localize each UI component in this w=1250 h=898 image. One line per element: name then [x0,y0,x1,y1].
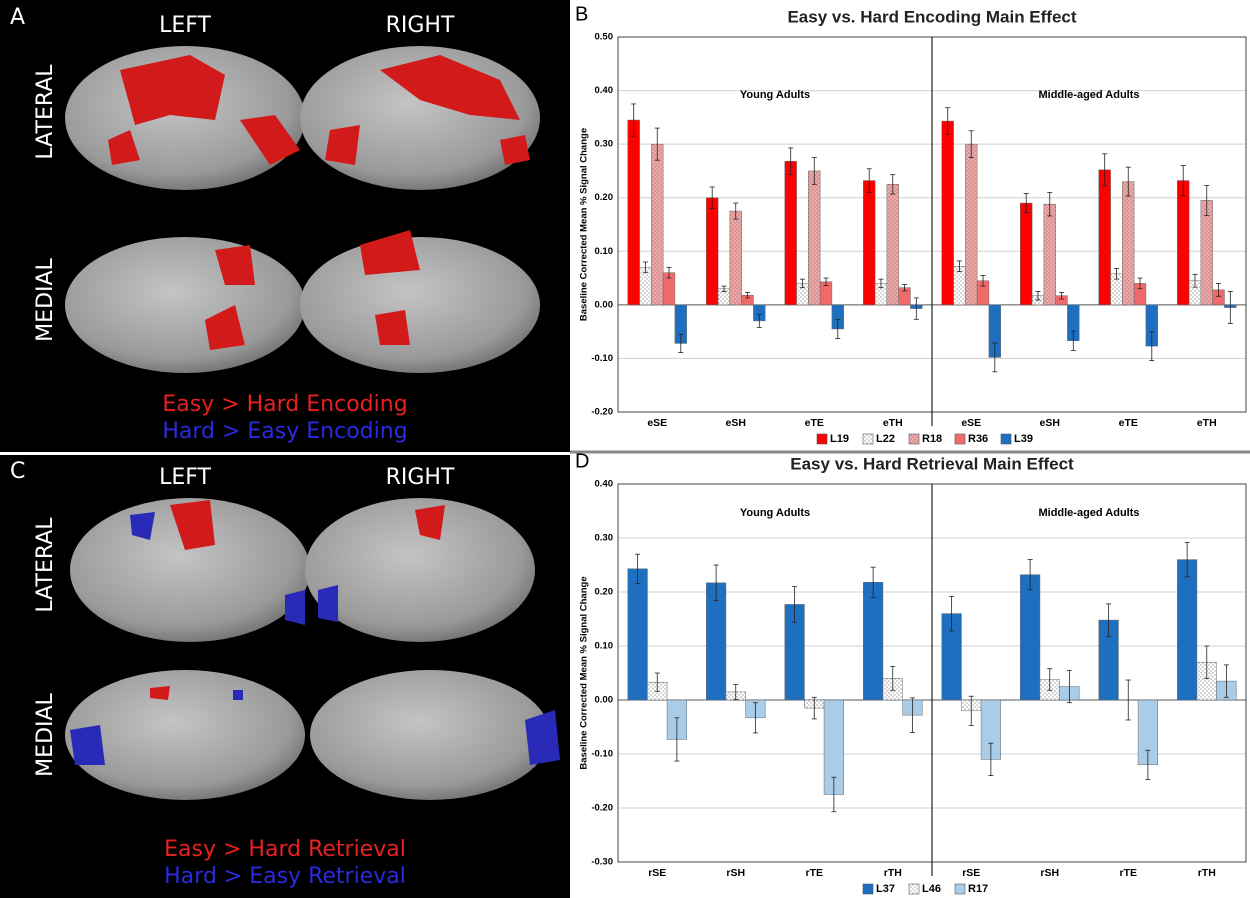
y-tick-label: 0.30 [595,533,614,544]
view-label: LATERAL [33,517,58,613]
y-axis-label: Baseline Corrected Mean % Signal Change [579,576,590,769]
panel-letter: D [575,450,589,472]
y-tick-label: -0.20 [591,407,613,418]
chart-title: Easy vs. Hard Retrieval Main Effect [790,454,1074,473]
hemisphere-label: RIGHT [386,13,455,38]
y-tick-label: 0.40 [595,479,614,490]
hemisphere-label: RIGHT [386,465,455,490]
chart-title: Easy vs. Hard Encoding Main Effect [787,7,1076,26]
bar [887,184,899,305]
y-tick-label: 0.40 [595,85,614,96]
legend-text: Easy > Hard Retrieval [164,837,406,862]
bar [808,171,820,305]
legend-text: Hard > Easy Retrieval [164,864,406,889]
x-tick-label: rSH [1040,867,1059,879]
x-tick-label: eTE [805,417,824,429]
group-label: Middle-aged Adults [1038,89,1139,101]
bar [1044,204,1056,305]
panel-letter: B [575,3,588,25]
bar [1099,170,1111,305]
y-tick-label: 0.00 [595,299,614,310]
legend-swatch [955,434,965,444]
x-tick-label: eTH [1197,417,1217,429]
x-tick-label: eSE [647,417,667,429]
x-tick-label: rTH [884,867,902,879]
view-label: MEDIAL [33,692,58,776]
legend-label: L46 [922,883,941,895]
bar [1177,560,1197,700]
hemisphere-label: LEFT [159,465,211,490]
x-tick-label: rTE [805,867,823,879]
view-label: MEDIAL [33,257,58,341]
x-tick-label: eSH [726,417,746,429]
bar [1201,200,1213,304]
y-tick-label: 0.20 [595,587,614,598]
bar [1020,203,1032,305]
bar [1177,181,1189,305]
panel-letter: A [10,5,25,30]
group-label: Young Adults [740,507,810,519]
x-tick-label: eSE [961,417,981,429]
x-tick-label: eTE [1119,417,1138,429]
y-tick-label: 0.50 [595,32,614,43]
x-tick-label: rSH [726,867,745,879]
bar [628,120,640,305]
x-tick-label: rTH [1198,867,1216,879]
legend-swatch [863,434,873,444]
legend-label: L19 [830,433,849,445]
y-tick-label: 0.20 [595,192,614,203]
legend-text: Easy > Hard Encoding [162,392,407,417]
group-label: Young Adults [740,89,810,101]
legend-swatch [817,434,827,444]
y-tick-label: -0.20 [591,803,613,814]
legend-label: R17 [968,883,988,895]
bar [965,144,977,305]
x-tick-label: rTE [1119,867,1137,879]
x-tick-label: eSH [1040,417,1060,429]
group-label: Middle-aged Adults [1038,507,1139,519]
legend-label: L22 [876,433,895,445]
bar [1122,182,1134,305]
x-tick-label: eTH [883,417,903,429]
bar [863,181,875,305]
bar [863,582,883,700]
legend-text: Hard > Easy Encoding [162,419,407,444]
bar [628,569,648,700]
y-tick-label: 0.10 [595,641,614,652]
legend-label: R18 [922,433,942,445]
bar [730,211,742,305]
bar [942,121,954,305]
legend-swatch [955,884,965,894]
y-tick-label: -0.30 [591,857,613,868]
bar [785,161,797,305]
bar [1020,575,1040,700]
y-tick-label: 0.00 [595,695,614,706]
y-tick-label: 0.30 [595,139,614,150]
y-axis-label: Baseline Corrected Mean % Signal Change [579,128,590,321]
legend-swatch [909,434,919,444]
page: A LEFT RIGHT LATERAL MEDIAL Easy > Hard … [0,0,1250,898]
view-label: LATERAL [33,64,58,160]
legend-swatch [863,884,873,894]
legend-label: L39 [1014,433,1033,445]
panel-letter: C [10,459,25,484]
y-tick-label: -0.10 [591,353,613,364]
bar [651,144,663,305]
legend-swatch [1001,434,1011,444]
y-tick-label: 0.10 [595,246,614,257]
hemisphere-label: LEFT [159,13,211,38]
y-tick-label: -0.10 [591,749,613,760]
bar [706,198,718,305]
figure: A LEFT RIGHT LATERAL MEDIAL Easy > Hard … [0,0,1250,898]
legend-label: L37 [876,883,895,895]
legend-swatch [909,884,919,894]
bar [954,266,966,305]
legend-label: R36 [968,433,988,445]
x-tick-label: rSE [648,867,666,879]
x-tick-label: rSE [962,867,980,879]
